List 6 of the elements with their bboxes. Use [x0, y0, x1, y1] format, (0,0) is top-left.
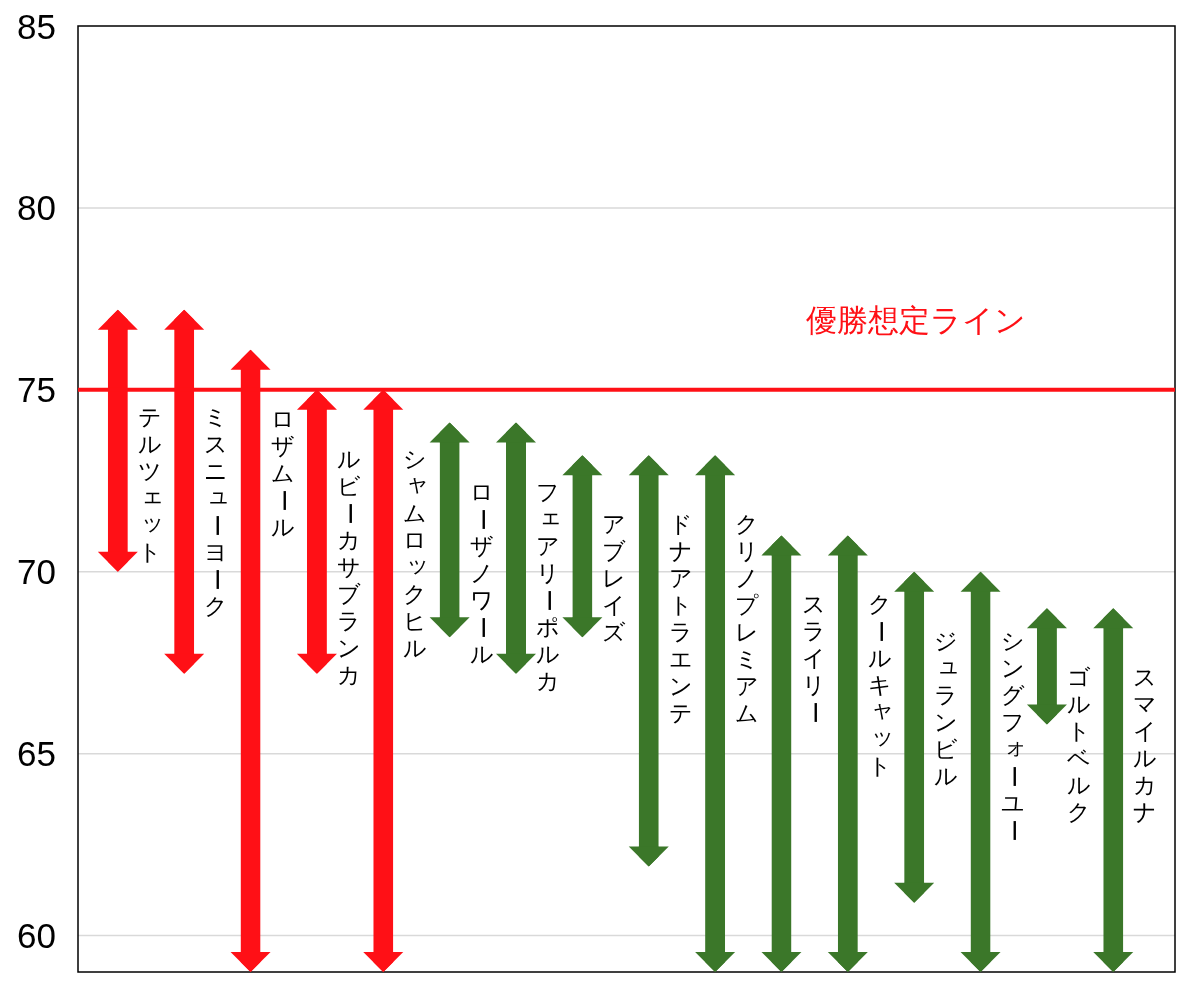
- ytick-label: 70: [17, 552, 56, 592]
- ytick-label: 80: [17, 188, 56, 228]
- ytick-label: 60: [17, 916, 56, 956]
- ytick-label: 85: [17, 6, 56, 46]
- ytick-label: 75: [17, 370, 56, 410]
- ytick-label: 65: [17, 734, 56, 774]
